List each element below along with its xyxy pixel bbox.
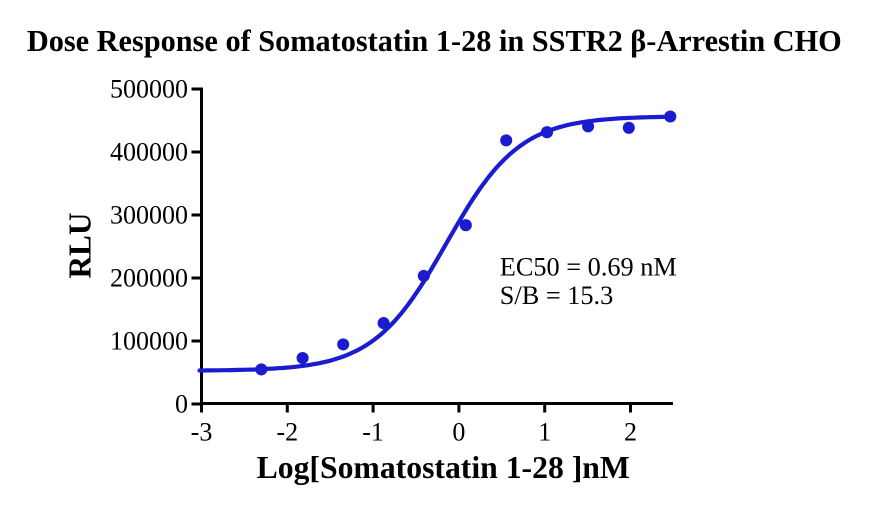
svg-text:0: 0 (452, 417, 465, 446)
svg-text:-2: -2 (276, 417, 298, 446)
svg-text:0: 0 (175, 390, 188, 419)
svg-text:-1: -1 (362, 417, 384, 446)
svg-text:400000: 400000 (110, 138, 188, 167)
svg-text:Log[Somatostatin 1-28 ]nM: Log[Somatostatin 1-28 ]nM (257, 450, 630, 485)
svg-text:S/B = 15.3: S/B = 15.3 (500, 281, 613, 310)
svg-text:-3: -3 (191, 417, 213, 446)
svg-text:Dose Response of Somatostatin: Dose Response of Somatostatin 1-28 in SS… (27, 24, 842, 58)
svg-text:EC50 = 0.69 nM: EC50 = 0.69 nM (500, 253, 677, 282)
svg-text:100000: 100000 (110, 327, 188, 356)
svg-text:200000: 200000 (110, 264, 188, 293)
svg-text:RLU: RLU (62, 212, 97, 278)
svg-text:500000: 500000 (110, 75, 188, 104)
svg-text:2: 2 (624, 417, 637, 446)
svg-text:1: 1 (538, 417, 551, 446)
svg-text:300000: 300000 (110, 201, 188, 230)
